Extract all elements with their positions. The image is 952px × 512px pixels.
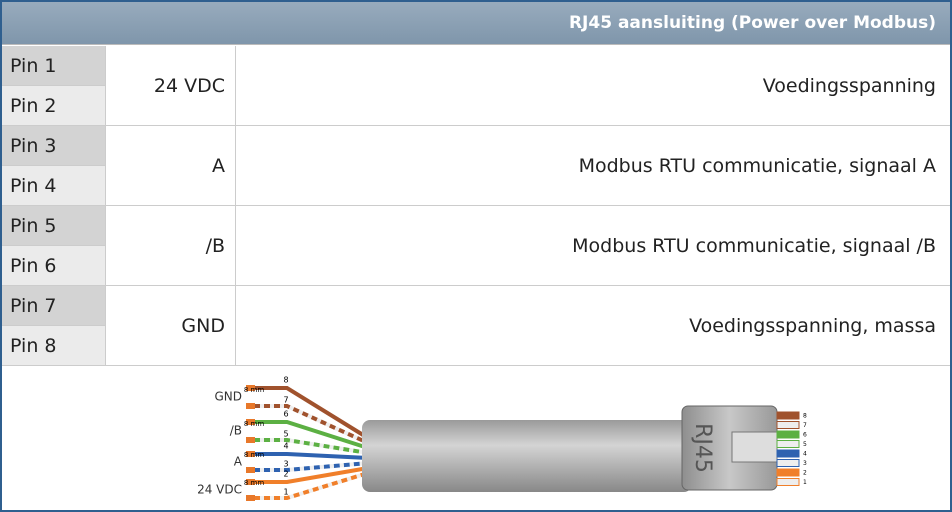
- wire-tip: [246, 403, 255, 409]
- wire: [254, 438, 369, 455]
- description: Modbus RTU communicatie, signaal A: [236, 126, 950, 206]
- wire-number: 3: [283, 460, 288, 469]
- wire: [254, 386, 370, 440]
- pin-label: Pin 3: [2, 126, 106, 166]
- connector-label: RJ45: [690, 423, 715, 473]
- wire-tip: [246, 451, 255, 457]
- wire-stripe: [254, 404, 369, 445]
- pin-number: 3: [803, 460, 807, 467]
- wire-number: 1: [283, 488, 288, 497]
- cable: [362, 420, 692, 492]
- pin-label: Pin 5: [2, 206, 106, 246]
- pin-label: Pin 6: [2, 246, 106, 286]
- wire-stripe: [254, 461, 369, 472]
- wire-tip: [246, 437, 255, 443]
- wire: [254, 452, 369, 460]
- wire-number: 8: [283, 376, 288, 385]
- signal: /B: [106, 206, 236, 286]
- connector-clip: [731, 431, 778, 463]
- pin-number: 2: [803, 470, 807, 477]
- wire: [254, 420, 369, 450]
- contact: [776, 430, 800, 439]
- wire-stripe: [254, 471, 369, 500]
- wire-tip: [246, 385, 255, 391]
- pin-label: Pin 7: [2, 286, 106, 326]
- signal-label: GND: [214, 390, 242, 404]
- contact: [776, 468, 800, 477]
- pin-label: Pin 4: [2, 166, 106, 206]
- wire: [254, 471, 369, 500]
- pin-number: 8: [803, 413, 807, 420]
- description: Voedingsspanning: [236, 46, 950, 126]
- signal-label: A: [234, 455, 243, 469]
- description: Modbus RTU communicatie, signaal /B: [236, 206, 950, 286]
- signal-label: 24 VDC: [197, 483, 242, 497]
- wire-tip: [246, 467, 255, 473]
- contact: [776, 421, 800, 429]
- strip-length: 8 mm: [244, 479, 264, 487]
- pin-label: Pin 1: [2, 46, 106, 86]
- pin-number: 7: [803, 422, 807, 429]
- header-title: RJ45 aansluiting (Power over Modbus): [568, 13, 936, 33]
- wire-number: 4: [283, 442, 288, 451]
- wire-number: 5: [283, 430, 288, 439]
- wire-tip: [246, 419, 255, 425]
- pin-label: Pin 2: [2, 86, 106, 126]
- wire-number: 2: [283, 470, 288, 479]
- signal-label: /B: [230, 424, 242, 438]
- wire-tip: [246, 479, 255, 485]
- contact: [776, 449, 800, 458]
- pin-label: Pin 8: [2, 326, 106, 366]
- strip-length: 8 mm: [244, 451, 264, 459]
- strip-length: 8 mm: [244, 386, 264, 394]
- signal: GND: [106, 286, 236, 366]
- wire: [254, 404, 369, 445]
- wire: [254, 466, 369, 484]
- signal: A: [106, 126, 236, 206]
- contact: [776, 411, 800, 420]
- wire-stripe: [254, 438, 369, 455]
- contact: [776, 440, 800, 448]
- wire-number: 7: [283, 396, 288, 405]
- description: Voedingsspanning, massa: [236, 286, 950, 366]
- pin-number: 4: [803, 451, 807, 458]
- wire-number: 6: [283, 410, 288, 419]
- pin-number: 5: [803, 441, 807, 448]
- contact: [776, 478, 800, 486]
- wire-tip: [246, 495, 255, 501]
- signal: 24 VDC: [106, 46, 236, 126]
- pin-number: 6: [803, 432, 807, 439]
- wire: [254, 461, 369, 472]
- contact: [776, 459, 800, 467]
- pin-number: 1: [803, 479, 807, 486]
- strip-length: 8 mm: [244, 420, 264, 428]
- header: RJ45 aansluiting (Power over Modbus): [2, 2, 950, 45]
